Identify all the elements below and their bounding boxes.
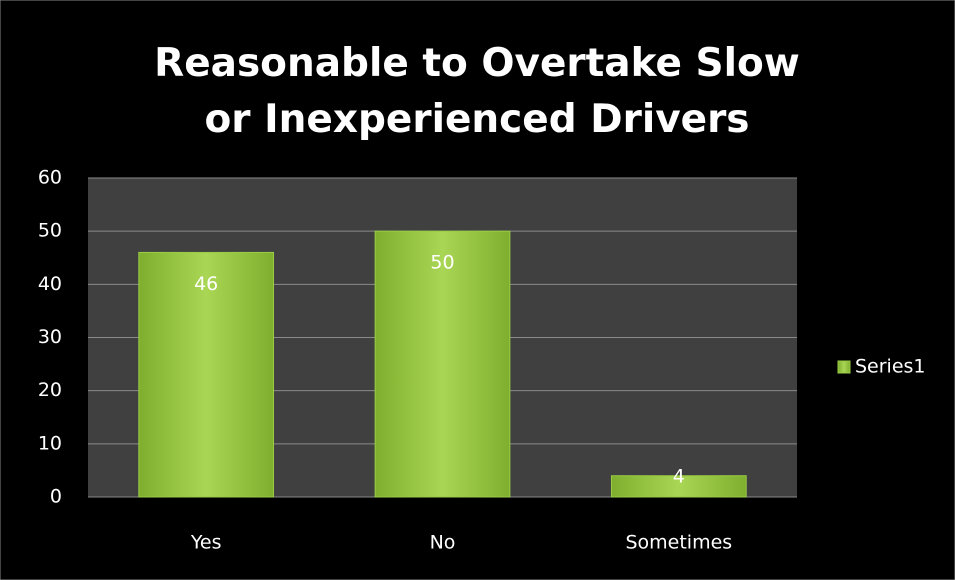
y-tick-label: 10 xyxy=(38,432,62,454)
y-tick-label: 0 xyxy=(50,486,62,508)
bar xyxy=(138,251,275,498)
x-tick-label: Yes xyxy=(190,532,222,554)
bar xyxy=(610,475,747,498)
value-label: 4 xyxy=(673,466,685,488)
y-tick-label: 50 xyxy=(38,220,62,242)
legend-swatch xyxy=(837,360,851,374)
legend-label: Series1 xyxy=(855,356,926,378)
chart-title: Reasonable to Overtake Slow or Inexperie… xyxy=(154,41,800,142)
value-label: 46 xyxy=(194,273,218,295)
value-label: 50 xyxy=(430,252,454,274)
y-tick-label: 40 xyxy=(38,273,62,295)
x-tick-label: Sometimes xyxy=(625,532,732,554)
y-tick-label: 60 xyxy=(38,167,62,189)
x-tick-label: No xyxy=(430,532,456,554)
y-tick-label: 30 xyxy=(38,326,62,348)
bar xyxy=(374,230,511,498)
y-tick-label: 20 xyxy=(38,379,62,401)
